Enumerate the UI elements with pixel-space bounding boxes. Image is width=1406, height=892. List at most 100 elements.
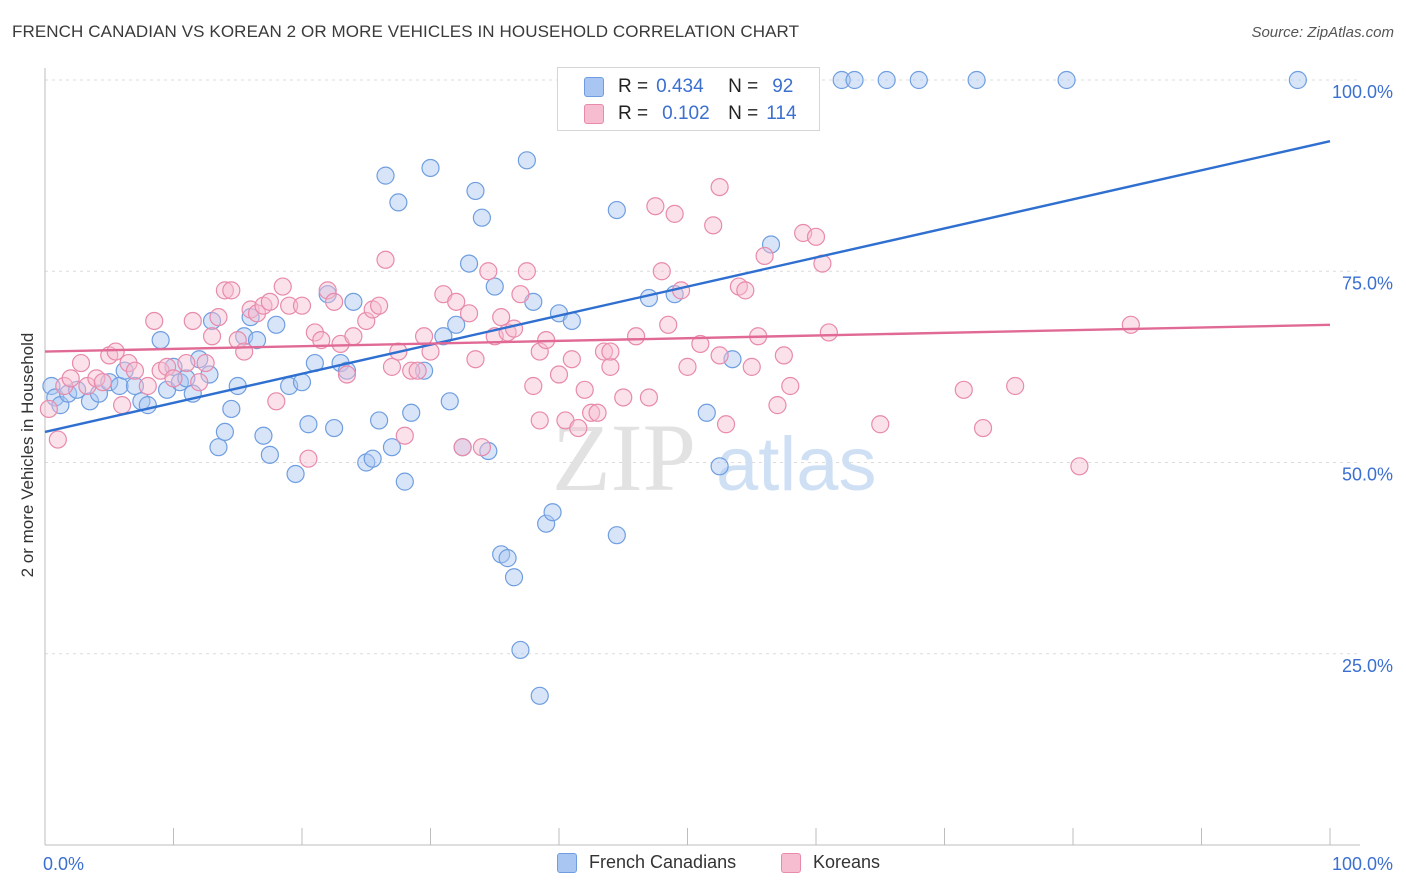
data-point (370, 411, 389, 430)
data-point (819, 323, 838, 342)
data-point (440, 392, 459, 411)
data-point (575, 380, 594, 399)
data-point (215, 422, 234, 441)
data-point (504, 319, 524, 338)
x-tick-label-max: 100.0% (1332, 854, 1393, 874)
data-point (402, 403, 421, 422)
data-point (472, 438, 491, 457)
data-point (48, 430, 67, 449)
legend-swatch-blue (557, 852, 577, 873)
legend-label: French Canadians (589, 852, 737, 872)
y-axis-label: 2 or more Vehicles in Household (18, 332, 37, 578)
data-point (710, 178, 729, 197)
data-point (652, 262, 671, 281)
data-point (145, 311, 164, 331)
data-point (530, 411, 549, 430)
data-point (414, 327, 434, 346)
data-point (363, 449, 382, 468)
legend-swatch-blue (584, 77, 604, 97)
data-point (845, 70, 864, 90)
data-point (768, 396, 787, 415)
data-point (967, 70, 986, 90)
data-point (196, 353, 215, 373)
data-point (459, 304, 479, 323)
data-point (832, 70, 851, 90)
data-point (742, 357, 761, 376)
watermark: ZIP atlas (552, 404, 877, 511)
data-point (524, 376, 543, 396)
data-point (459, 254, 479, 273)
legend-n-value: 114 (766, 103, 797, 124)
data-point (639, 388, 659, 407)
data-point (39, 399, 58, 419)
data-point (761, 235, 781, 254)
data-point (254, 426, 273, 445)
data-point (125, 376, 145, 396)
y-tick-label: 25.0% (1342, 656, 1393, 676)
data-point (202, 327, 222, 346)
data-point (716, 415, 736, 434)
y-tick-label: 50.0% (1342, 465, 1393, 485)
data-point (530, 686, 549, 705)
data-point (594, 342, 614, 361)
data-point (1121, 315, 1140, 334)
data-point (453, 438, 472, 457)
data-point (247, 331, 267, 350)
data-point (954, 380, 973, 399)
data-point (190, 373, 209, 392)
axes (44, 68, 1360, 846)
data-point (710, 457, 729, 476)
data-point (376, 166, 395, 185)
data-point (704, 216, 723, 235)
data-point (280, 296, 299, 315)
legend-row-koreans: R = 0.102 N = 114 (584, 101, 797, 127)
data-point (485, 277, 504, 296)
data-point (472, 208, 491, 227)
x-tick-label-min: 0.0% (43, 854, 84, 874)
data-points (39, 70, 1307, 705)
data-point (755, 246, 774, 266)
data-point (678, 357, 697, 376)
data-point (447, 292, 466, 311)
data-point (164, 369, 183, 388)
data-point (200, 365, 219, 384)
data-point (1057, 70, 1076, 90)
data-point (325, 418, 344, 438)
legend-r-value: 0.102 (662, 103, 710, 124)
legend-n-label: N = (728, 103, 759, 124)
data-point (601, 357, 620, 376)
data-point (582, 403, 601, 422)
data-point (537, 514, 556, 533)
data-point (151, 331, 170, 350)
data-point (492, 308, 511, 327)
data-point (1288, 70, 1307, 90)
data-point (665, 204, 684, 223)
legend-r-label: R = (618, 76, 649, 97)
data-point (318, 281, 337, 300)
data-point (421, 158, 440, 178)
data-point (260, 292, 279, 311)
legend-item-french-canadians: French Canadians (557, 852, 736, 873)
data-point (659, 315, 678, 334)
data-point (382, 357, 402, 376)
data-point (601, 342, 620, 361)
data-point (549, 365, 569, 384)
data-point (157, 357, 177, 376)
data-point (267, 392, 286, 411)
data-point (299, 449, 318, 468)
data-point (125, 361, 145, 380)
data-point (781, 376, 800, 396)
series-legend: French Canadians Koreans (0, 852, 1406, 878)
data-point (710, 346, 729, 365)
data-point (511, 640, 530, 660)
trend-line-french-canadians (44, 140, 1331, 434)
data-point (877, 70, 896, 90)
data-point (209, 438, 228, 457)
data-point (389, 193, 408, 212)
data-point (71, 353, 91, 373)
data-point (299, 415, 318, 434)
data-point (370, 296, 389, 315)
legend-n-label: N = (728, 76, 759, 97)
data-point (177, 353, 196, 373)
data-point (466, 350, 485, 369)
